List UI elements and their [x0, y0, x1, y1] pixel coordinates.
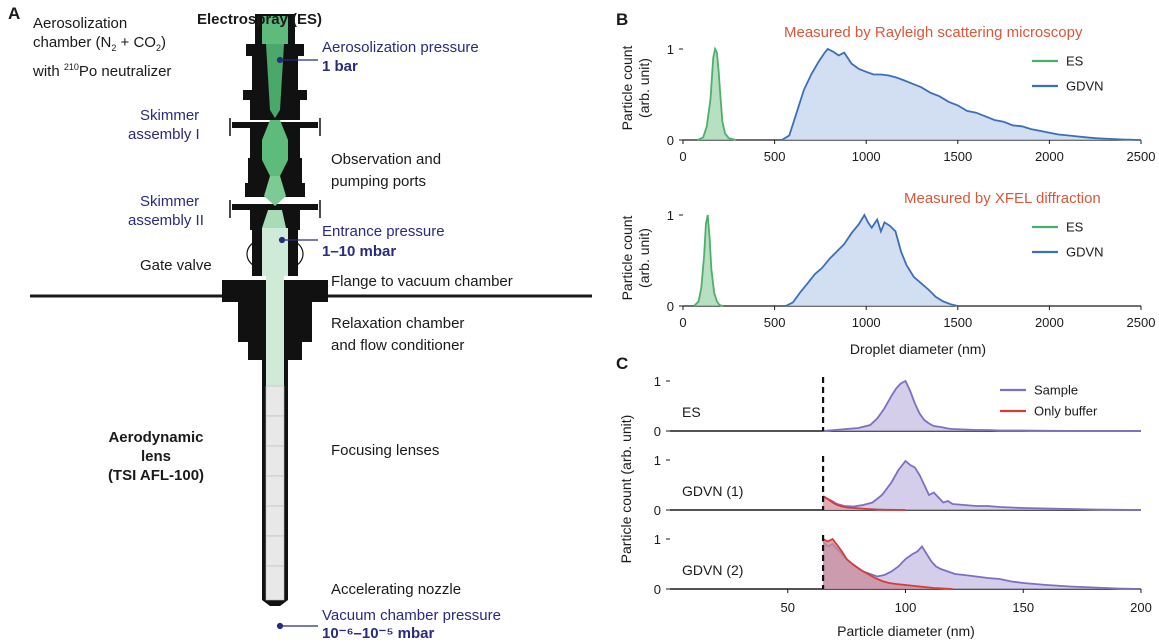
b2-ylabel-line2: (arb. unit) — [636, 228, 652, 288]
b1-xtick-label: 500 — [764, 149, 786, 164]
aerosol-injector-diagram — [30, 14, 592, 630]
aerosolization-pressure-value: 1 bar — [322, 58, 358, 75]
panel-b-letter: B — [616, 10, 629, 29]
b1-gdvn-line — [781, 47, 1142, 141]
b1-xtick-label: 0 — [679, 149, 686, 164]
skimmer-assembly-1-label: Skimmer assembly I — [128, 107, 200, 143]
es-flow-channel — [262, 16, 288, 386]
observation-ports-label: Observation and pumping ports — [331, 151, 442, 190]
c-row1-label: ES — [682, 404, 701, 420]
c-row1-ytick-label: 0 — [654, 424, 661, 439]
b2-ytick-label: 0 — [667, 299, 674, 314]
chart-b1-title: Measured by Rayleigh scattering microsco… — [784, 24, 1083, 41]
c-row3-ytick-label: 0 — [654, 582, 661, 597]
c-row3-sample-line — [822, 540, 1142, 590]
c-ylabel: Particle count (arb. unit) — [618, 415, 634, 564]
b1-ylabel-line2: (arb. unit) — [636, 58, 652, 118]
b1-ylabel-line1: Particle count — [619, 45, 635, 130]
c-row2-ytick-label: 1 — [654, 453, 661, 468]
flange-label: Flange to vacuum chamber — [331, 273, 513, 290]
c-row2-sample-line — [822, 459, 1142, 511]
c-row2-ytick-label: 0 — [654, 503, 661, 518]
b1-ytick-label: 1 — [667, 42, 674, 57]
c-row3-only-buffer-line — [822, 537, 953, 590]
relaxation-chamber-label: Relaxation chamber and flow conditioner — [331, 315, 465, 354]
c-row3-only-buffer-area — [823, 539, 953, 589]
b2-xtick-label: 1500 — [943, 315, 972, 330]
b2-xtick-label: 1000 — [852, 315, 881, 330]
aerosolization-pressure-label: Aerosolization pressure — [322, 39, 479, 56]
c-xtick-label: 50 — [781, 600, 795, 615]
b2-es-line — [693, 214, 724, 307]
b1-xtick-label: 1000 — [852, 149, 881, 164]
c-row1-sample-area — [823, 381, 1141, 431]
b2-ylabel-line1: Particle count — [619, 215, 635, 300]
panel-c-letter: C — [616, 354, 629, 373]
entrance-pressure-label: Entrance pressure — [322, 223, 445, 240]
b1-ytick-label: 0 — [667, 133, 674, 148]
vacuum-pressure-value: 10⁻⁶–10⁻⁵ mbar — [322, 625, 435, 642]
c-row1-ytick-label: 1 — [654, 374, 661, 389]
b1-es-line — [697, 46, 737, 141]
skimmer-assembly-2-label: Skimmer assembly II — [128, 193, 204, 229]
focusing-lenses-label: Focusing lenses — [331, 442, 440, 459]
b1-xtick-label: 1500 — [943, 149, 972, 164]
b2-xtick-label: 2500 — [1127, 315, 1156, 330]
legend-label-only-buffer: Only buffer — [1034, 404, 1098, 419]
legend-label-es: ES — [1066, 220, 1084, 235]
c-row1-sample-line — [823, 379, 1142, 432]
c-row2-only-buffer-line — [822, 495, 906, 511]
c-row3-sample-area — [823, 541, 1141, 589]
c-row2-sample-area — [823, 461, 1141, 510]
b1-xtick-label: 2500 — [1127, 149, 1156, 164]
b1-gdvn-area — [781, 49, 1141, 140]
b1-es-area — [697, 49, 737, 140]
aerodynamic-lens-label: Aerodynamic lens (TSI AFL-100) — [107, 429, 205, 484]
electrospray-title: Electrospray (ES) — [197, 11, 323, 28]
aero-line1: Aerosolization — [33, 15, 128, 32]
b2-xtick-label: 0 — [679, 315, 686, 330]
b2-gdvn-line — [785, 213, 959, 307]
c-xlabel: Particle diameter (nm) — [837, 623, 975, 639]
entrance-pressure-value: 1–10 mbar — [322, 243, 397, 260]
c-row3-ytick-label: 1 — [654, 532, 661, 547]
b2-xtick-label: 2000 — [1035, 315, 1064, 330]
aero-line3: with 210Po neutralizer — [33, 62, 172, 80]
b2-es-area — [694, 215, 724, 306]
c-row2-label: GDVN (1) — [682, 483, 743, 499]
c-xtick-label: 100 — [895, 600, 917, 615]
panel-a-letter: A — [8, 4, 21, 23]
aero-line2: chamber (N2 + CO2) — [33, 34, 166, 53]
lens-segments — [265, 385, 285, 601]
c-xtick-label: 200 — [1130, 600, 1152, 615]
accelerating-nozzle-label: Accelerating nozzle — [331, 581, 462, 598]
aerosolization-chamber-label: Aerosolization chamber (N2 + CO2) with 2… — [33, 14, 171, 81]
b2-xtick-label: 500 — [764, 315, 786, 330]
b-xlabel: Droplet diameter (nm) — [850, 341, 986, 357]
c-row3-label: GDVN (2) — [682, 562, 743, 578]
vacuum-pressure-label: Vacuum chamber pressure — [322, 607, 501, 624]
chart-b2-title: Measured by XFEL diffraction — [904, 190, 1101, 207]
legend-label-gdvn: GDVN — [1066, 79, 1104, 94]
b2-ytick-label: 1 — [667, 208, 674, 223]
legend-label-sample: Sample — [1034, 383, 1078, 398]
gate-valve-label: Gate valve — [140, 257, 212, 274]
legend-label-es: ES — [1066, 54, 1084, 69]
c-xtick-label: 150 — [1012, 600, 1034, 615]
b1-xtick-label: 2000 — [1035, 149, 1064, 164]
b2-gdvn-area — [785, 215, 958, 306]
legend-label-gdvn: GDVN — [1066, 245, 1104, 260]
c-row2-only-buffer-area — [823, 496, 906, 510]
